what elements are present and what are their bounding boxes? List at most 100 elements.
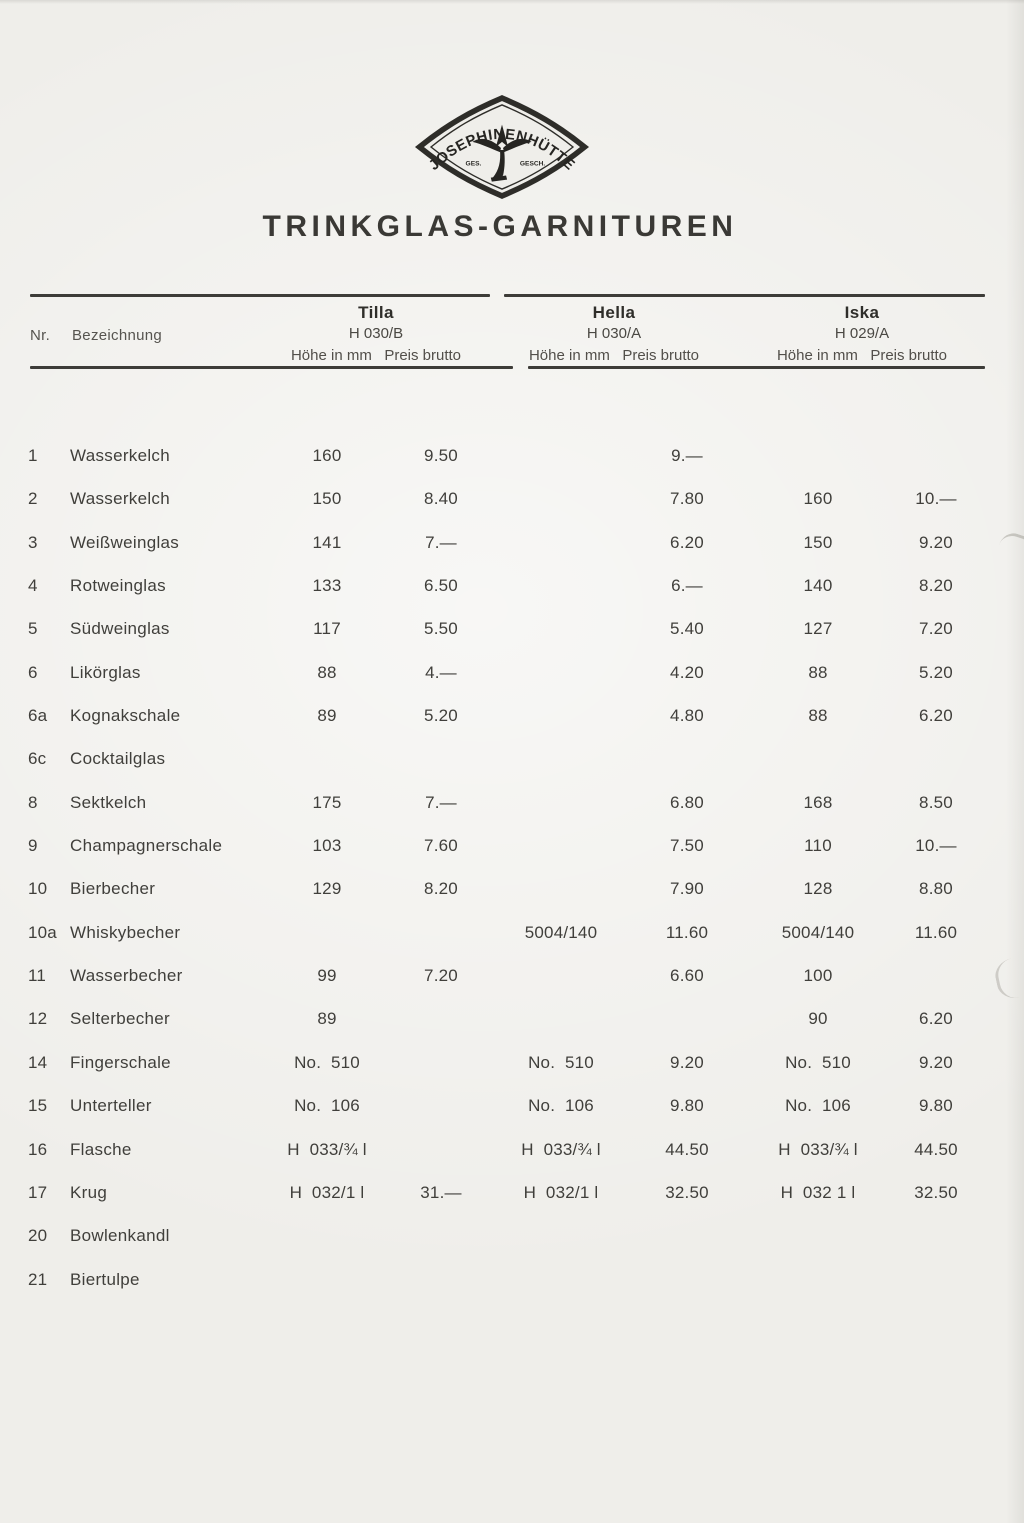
cell-iska-hoehe: No. 106	[785, 1096, 851, 1116]
cell-iska-preis: 10.—	[915, 836, 957, 856]
cell-hella-preis: 6.60	[670, 966, 704, 986]
cell-iska-hoehe: H 033/¾ l	[778, 1139, 858, 1159]
logo-inner-border	[429, 104, 575, 190]
cell-nr: 14	[28, 1052, 48, 1072]
cell-bezeichnung: Cocktailglas	[70, 749, 166, 769]
cell-hella-preis: 6.20	[670, 532, 704, 552]
cell-tilla-preis: 4.—	[425, 662, 457, 682]
table-row: 3 Weißweinglas 141 7.— 6.20 150 9.20	[0, 533, 1024, 576]
cell-iska-hoehe: 5004/140	[781, 922, 855, 942]
cell-iska-hoehe: No. 510	[785, 1052, 851, 1072]
cell-bezeichnung: Biertulpe	[70, 1269, 140, 1289]
cell-tilla-hoehe: No. 510	[294, 1052, 360, 1072]
cell-bezeichnung: Bowlenkandl	[70, 1226, 170, 1246]
table-body: 1 Wasserkelch 160 9.50 9.— 2 Wasserkelch…	[0, 446, 1024, 1313]
cell-bezeichnung: Likörglas	[70, 662, 141, 682]
cell-bezeichnung: Wasserkelch	[70, 446, 170, 465]
table-row: 20 Bowlenkandl	[0, 1226, 1024, 1269]
cell-iska-preis: 5.20	[919, 662, 953, 682]
cell-iska-preis: 6.20	[919, 1009, 953, 1029]
cell-bezeichnung: Krug	[70, 1182, 108, 1202]
cell-nr: 1	[28, 446, 38, 465]
cell-tilla-hoehe: 89	[317, 1009, 337, 1029]
cell-hella-hoehe: 5004/140	[524, 922, 598, 942]
table-row: 14 Fingerschale No. 510 No. 510 9.20 No.…	[0, 1053, 1024, 1096]
logo-gesch-text: GESCH.	[520, 160, 546, 167]
cell-tilla-hoehe: No. 106	[294, 1096, 360, 1116]
cell-tilla-preis: 7.—	[425, 532, 457, 552]
cell-tilla-preis: 7.20	[424, 966, 458, 986]
cell-tilla-hoehe: 117	[313, 619, 341, 639]
group-model: H 029/A	[834, 325, 890, 342]
cell-hella-preis: 32.50	[665, 1182, 709, 1202]
cell-hella-preis: 4.20	[670, 662, 704, 682]
cell-tilla-preis: 9.50	[424, 446, 458, 465]
table-row: 9 Champagnerschale 103 7.60 7.50 110 10.…	[0, 836, 1024, 879]
table-row: 6a Kognakschale 89 5.20 4.80 88 6.20	[0, 706, 1024, 749]
table-row: 15 Unterteller No. 106 No. 106 9.80 No. …	[0, 1096, 1024, 1139]
cell-tilla-preis: 7.—	[425, 792, 457, 812]
cell-hella-preis: 7.90	[670, 879, 704, 899]
cell-bezeichnung: Whiskybecher	[70, 922, 181, 942]
group-model: H 030/A	[586, 325, 642, 342]
cell-tilla-preis: 31.—	[420, 1182, 462, 1202]
cell-hella-preis: 4.80	[670, 706, 704, 726]
cell-hella-hoehe: No. 510	[528, 1052, 594, 1072]
cell-hella-preis: 9.—	[671, 446, 703, 465]
cell-iska-hoehe: 100	[803, 966, 833, 986]
cell-tilla-hoehe: 150	[312, 489, 342, 509]
cell-iska-preis: 10.—	[915, 489, 957, 509]
cell-tilla-hoehe: 141	[312, 532, 342, 552]
cell-nr: 3	[28, 532, 38, 552]
group-hoehe-label: Höhe in mm	[776, 347, 858, 364]
cell-iska-preis: 9.20	[919, 532, 953, 552]
table-row: 21 Biertulpe	[0, 1270, 1024, 1313]
column-group-hella: Hella H 030/A Höhe in mm Preis brutto	[488, 303, 740, 366]
cell-tilla-hoehe: 175	[312, 792, 342, 812]
table-row: 10a Whiskybecher 5004/140 11.60 5004/140…	[0, 923, 1024, 966]
group-name: Iska	[844, 303, 880, 322]
table-row: 16 Flasche H 033/¾ l H 033/¾ l 44.50 H 0…	[0, 1140, 1024, 1183]
cell-bezeichnung: Unterteller	[70, 1096, 152, 1116]
cell-bezeichnung: Kognakschale	[70, 706, 181, 726]
cell-bezeichnung: Wasserbecher	[70, 966, 183, 986]
cell-hella-hoehe: H 032/1 l	[523, 1182, 599, 1202]
cell-tilla-preis: 5.50	[424, 619, 458, 639]
cell-nr: 15	[28, 1096, 48, 1116]
table-row: 1 Wasserkelch 160 9.50 9.—	[0, 446, 1024, 489]
cell-bezeichnung: Wasserkelch	[70, 489, 170, 509]
cell-bezeichnung: Champagnerschale	[70, 836, 223, 856]
group-name: Tilla	[358, 303, 394, 322]
cell-iska-preis: 44.50	[914, 1139, 958, 1159]
cell-nr: 6	[28, 662, 38, 682]
table-row: 6 Likörglas 88 4.— 4.20 88 5.20	[0, 663, 1024, 706]
cell-tilla-hoehe: 88	[317, 662, 337, 682]
cell-hella-preis: 7.80	[670, 489, 704, 509]
cell-iska-preis: 6.20	[919, 706, 953, 726]
cell-nr: 8	[28, 792, 38, 812]
table-row: 6c Cocktailglas	[0, 749, 1024, 792]
cell-hella-preis: 9.80	[670, 1096, 704, 1116]
cell-iska-preis: 9.80	[919, 1096, 953, 1116]
cell-tilla-hoehe: 133	[312, 576, 342, 596]
cell-hella-preis: 44.50	[665, 1139, 709, 1159]
group-preis-label: Preis brutto	[870, 347, 948, 364]
cell-iska-hoehe: H 032 1 l	[780, 1182, 856, 1202]
cell-iska-preis: 7.20	[919, 619, 953, 639]
cell-nr: 9	[28, 836, 38, 856]
cell-nr: 11	[28, 966, 47, 986]
cell-iska-hoehe: 140	[803, 576, 833, 596]
header-rule-bottom-right	[528, 366, 985, 369]
cell-iska-hoehe: 127	[803, 619, 833, 639]
cell-hella-hoehe: H 033/¾ l	[521, 1139, 601, 1159]
page-title: TRINKGLAS-GARNITUREN	[262, 210, 738, 243]
logo-ges-text: GES.	[466, 160, 482, 167]
table-row: 5 Südweinglas 117 5.50 5.40 127 7.20	[0, 619, 1024, 662]
header-rule-top-right	[504, 294, 985, 297]
cell-tilla-hoehe: 103	[312, 836, 342, 856]
cell-iska-hoehe: 168	[803, 792, 833, 812]
group-model: H 030/B	[348, 325, 404, 342]
group-hoehe-label: Höhe in mm	[528, 347, 610, 364]
table-row: 8 Sektkelch 175 7.— 6.80 168 8.50	[0, 793, 1024, 836]
